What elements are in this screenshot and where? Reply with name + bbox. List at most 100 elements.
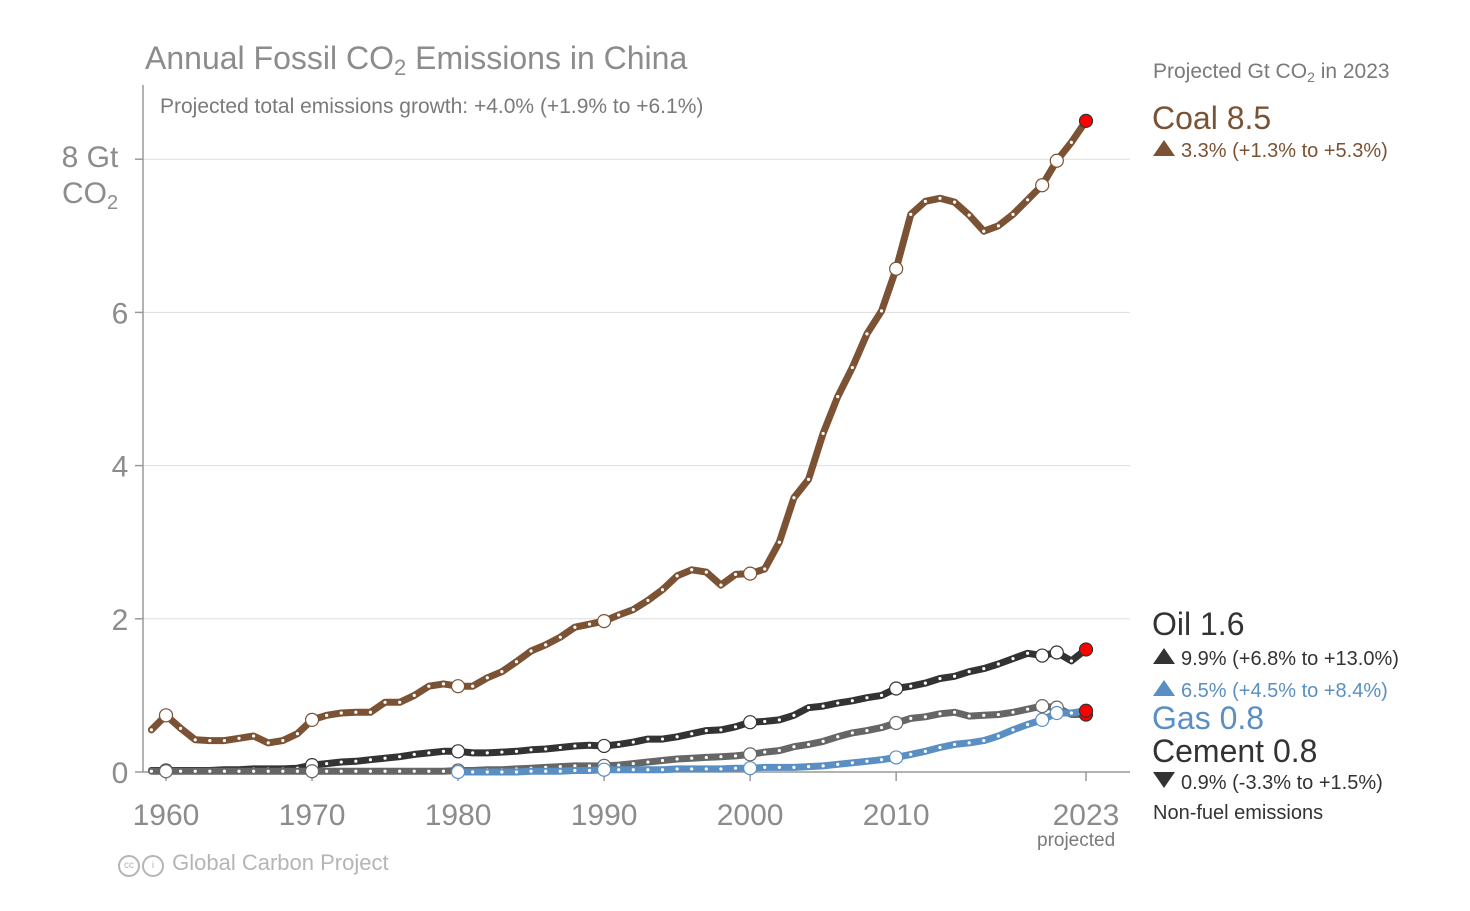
data-point-coal <box>222 738 227 743</box>
data-point-oil <box>354 759 358 763</box>
series-line-gas <box>454 707 1090 776</box>
data-point-oil <box>821 704 825 708</box>
data-point-oil <box>704 729 708 733</box>
data-point-coal <box>573 625 577 629</box>
data-point-gas <box>573 768 577 773</box>
up-triangle-icon <box>1153 680 1175 696</box>
decade-marker-oil <box>1035 648 1050 663</box>
data-point-coal <box>441 682 446 686</box>
data-point-cement <box>836 735 840 739</box>
data-point-cement <box>179 769 183 773</box>
data-point-gas <box>646 768 650 772</box>
data-point-coal <box>660 588 665 592</box>
data-point-cement <box>763 750 767 754</box>
nonfuel-note: Non-fuel emissions <box>1153 802 1324 824</box>
legend-coal-growth: 3.3% (+1.3% to +5.3%) <box>1153 140 1388 163</box>
data-point-cement <box>675 757 679 761</box>
data-point-cement <box>354 769 358 773</box>
chart-title: Annual Fossil CO2 Emissions in China <box>145 40 688 80</box>
x-tick-label: 1970 <box>279 799 346 832</box>
data-point-coal <box>1069 140 1073 144</box>
data-point-coal <box>733 572 738 576</box>
data-point-cement <box>821 739 825 743</box>
decade-marker-cement <box>1035 699 1050 714</box>
data-point-coal <box>383 700 387 704</box>
data-point-coal <box>763 567 767 571</box>
data-point-oil <box>909 684 913 688</box>
data-point-cement <box>996 712 1000 717</box>
data-point-cement <box>909 716 913 720</box>
data-point-oil <box>573 744 577 748</box>
legend-oil-name: Oil 1.6 <box>1152 606 1245 642</box>
data-point-oil <box>558 745 562 750</box>
y-tick-label: 6 <box>112 297 129 330</box>
data-point-cement <box>646 760 650 764</box>
decade-marker-coal <box>889 261 904 276</box>
data-point-cement <box>427 769 431 773</box>
data-point-coal <box>806 477 811 481</box>
decade-marker-gas <box>450 764 466 780</box>
data-point-oil <box>850 699 854 703</box>
data-point-cement <box>281 769 285 773</box>
data-point-gas <box>996 734 1000 738</box>
data-point-gas <box>544 769 548 773</box>
data-point-coal <box>427 684 431 688</box>
data-point-oil <box>879 693 884 698</box>
data-point-oil <box>471 751 475 755</box>
data-point-coal <box>719 583 723 587</box>
data-point-gas <box>1011 728 1015 732</box>
data-point-oil <box>865 696 869 700</box>
data-point-gas <box>1069 711 1073 715</box>
data-point-gas <box>792 765 796 770</box>
data-point-coal <box>500 670 504 674</box>
data-point-cement <box>441 769 446 773</box>
up-triangle-icon <box>1153 648 1175 664</box>
data-point-oil <box>325 761 329 766</box>
data-point-oil <box>806 706 811 710</box>
data-point-oil <box>529 748 533 752</box>
data-point-oil <box>587 743 592 747</box>
decade-marker-gas <box>1035 712 1050 728</box>
decade-marker-gas <box>889 750 904 765</box>
decade-marker-oil <box>889 681 904 696</box>
data-point-coal <box>821 431 825 436</box>
data-point-oil <box>719 728 723 732</box>
data-point-coal <box>1025 198 1030 202</box>
data-point-gas <box>660 768 665 772</box>
data-point-cement <box>237 769 241 773</box>
x-tick-label: 1980 <box>425 799 492 832</box>
data-point-gas <box>763 765 767 770</box>
data-point-oil <box>675 735 679 739</box>
data-point-cement <box>222 769 227 773</box>
y-tick-label: 2 <box>112 604 129 637</box>
data-point-coal <box>631 608 635 612</box>
data-point-cement <box>412 769 416 773</box>
data-point-coal <box>281 738 285 743</box>
data-point-oil <box>792 713 796 717</box>
data-point-cement <box>208 769 212 773</box>
data-point-cement <box>383 769 387 773</box>
data-point-coal <box>923 199 927 203</box>
data-point-gas <box>485 770 489 774</box>
data-point-oil <box>617 742 621 747</box>
data-point-gas <box>631 768 635 772</box>
data-point-coal <box>690 568 694 572</box>
projection-marker-oil <box>1078 642 1094 657</box>
x-tick-label: 1960 <box>133 799 200 832</box>
x-tick-label: 2023 <box>1053 799 1120 832</box>
data-point-coal <box>967 213 971 217</box>
data-point-oil <box>398 755 402 759</box>
down-triangle-icon <box>1153 772 1175 788</box>
data-point-cement <box>558 765 562 769</box>
data-point-oil <box>646 737 650 741</box>
data-point-gas <box>500 770 504 774</box>
data-point-gas <box>675 767 679 771</box>
decade-marker-coal <box>304 712 320 728</box>
data-point-cement <box>719 755 723 759</box>
legend-cement-name: Cement 0.8 <box>1152 733 1318 769</box>
data-point-gas <box>806 765 811 769</box>
data-point-cement <box>923 715 927 719</box>
data-point-oil <box>690 732 694 736</box>
data-point-oil <box>514 749 519 753</box>
